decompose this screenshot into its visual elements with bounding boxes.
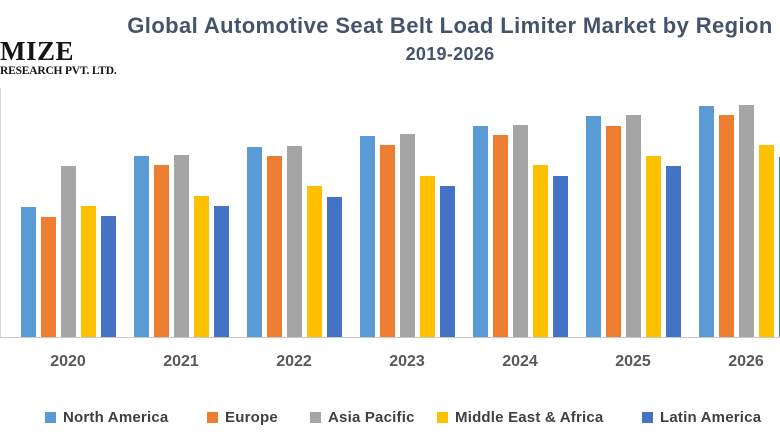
legend-item-latin-america: Latin America — [642, 409, 761, 426]
y-axis-line — [0, 88, 1, 337]
x-axis-label-2022: 2022 — [276, 353, 312, 370]
bar-2020-north-america — [20, 207, 36, 337]
logo-text-secondary: RESEARCH PVT. LTD. — [0, 65, 117, 77]
bar-2022-north-america — [246, 147, 262, 337]
legend-swatch-icon — [642, 412, 653, 423]
bar-2024-asia-pacific — [512, 125, 528, 337]
bar-2020-asia-pacific — [60, 166, 76, 337]
x-axis-label-2020: 2020 — [50, 353, 86, 370]
legend-label: Middle East & Africa — [455, 409, 604, 426]
bar-2023-middle-east-africa — [419, 176, 435, 337]
bar-2024-europe — [492, 135, 508, 337]
legend-label: North America — [63, 409, 169, 426]
bar-2023-latin-america — [439, 186, 455, 337]
bar-2026-latin-america — [778, 157, 780, 337]
bar-2024-middle-east-africa — [532, 165, 548, 337]
x-axis-label-2025: 2025 — [615, 353, 651, 370]
legend-label: Latin America — [660, 409, 762, 426]
bar-2022-latin-america — [326, 197, 342, 337]
bar-2025-asia-pacific — [625, 115, 641, 337]
logo-text-primary: MIZE — [0, 36, 75, 66]
x-axis-line — [0, 337, 780, 338]
bar-2020-latin-america — [100, 216, 116, 337]
legend-item-asia-pacific: Asia Pacific — [310, 409, 415, 426]
bar-2020-middle-east-africa — [80, 206, 96, 337]
legend-item-europe: Europe — [207, 409, 278, 426]
legend-swatch-icon — [310, 412, 321, 423]
bar-2023-asia-pacific — [399, 134, 415, 337]
bar-2021-north-america — [133, 156, 149, 337]
bar-2026-middle-east-africa — [758, 145, 774, 337]
bar-2022-asia-pacific — [286, 146, 302, 337]
chart-subtitle: 2019-2026 — [405, 44, 495, 64]
x-axis-label-2024: 2024 — [502, 353, 538, 370]
legend-swatch-icon — [207, 412, 218, 423]
bar-2025-middle-east-africa — [645, 156, 661, 337]
bar-2021-latin-america — [213, 206, 229, 337]
bar-2025-latin-america — [665, 166, 681, 337]
bar-2021-middle-east-africa — [193, 196, 209, 337]
bar-2026-asia-pacific — [738, 105, 754, 337]
bar-2025-north-america — [585, 116, 601, 337]
x-axis-label-2023: 2023 — [389, 353, 425, 370]
legend-item-north-america: North America — [45, 409, 168, 426]
bar-2026-north-america — [698, 106, 714, 337]
x-axis-label-2026: 2026 — [728, 353, 764, 370]
bar-2024-north-america — [472, 126, 488, 337]
bar-2026-europe — [718, 115, 734, 337]
legend-label: Asia Pacific — [328, 409, 415, 426]
bar-2021-asia-pacific — [173, 155, 189, 337]
chart-title: Global Automotive Seat Belt Load Limiter… — [127, 13, 773, 38]
legend-label: Europe — [225, 409, 278, 426]
bar-2021-europe — [153, 165, 169, 337]
legend-swatch-icon — [437, 412, 448, 423]
bar-2022-europe — [266, 156, 282, 337]
bar-2024-latin-america — [552, 176, 568, 337]
legend-swatch-icon — [45, 412, 56, 423]
bar-2022-middle-east-africa — [306, 186, 322, 337]
bar-2023-north-america — [359, 136, 375, 337]
company-logo: MIZE RESEARCH PVT. LTD. — [0, 38, 117, 78]
bar-2025-europe — [605, 126, 621, 337]
bar-2020-europe — [40, 217, 56, 337]
x-axis-label-2021: 2021 — [163, 353, 199, 370]
legend-item-middle-east-africa: Middle East & Africa — [437, 409, 603, 426]
bar-2023-europe — [379, 145, 395, 337]
